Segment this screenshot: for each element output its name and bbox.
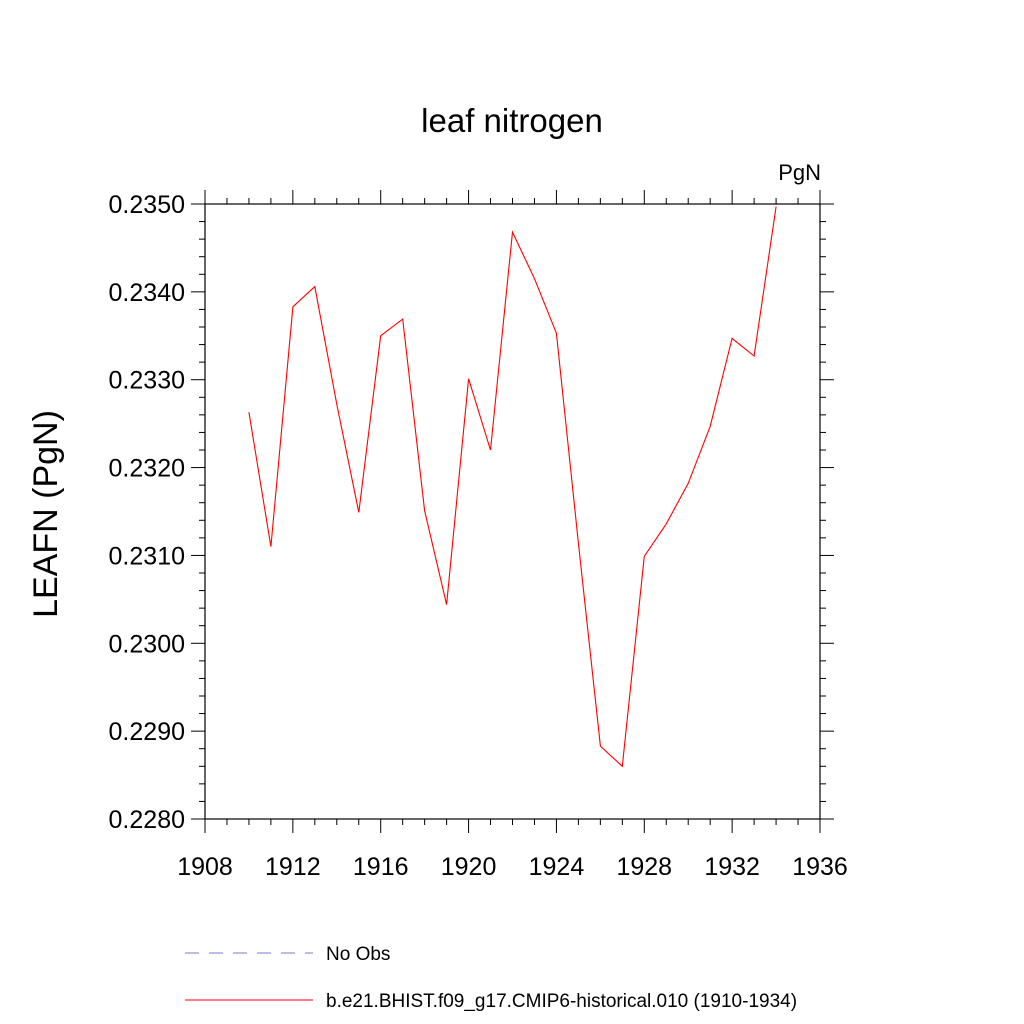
x-tick-label: 1932 (704, 853, 760, 881)
x-tick-label: 1912 (265, 853, 321, 881)
chart-title: leaf nitrogen (421, 102, 603, 139)
x-tick-label: 1920 (441, 853, 497, 881)
y-tick-label: 0.2280 (109, 806, 185, 834)
legend-label: No Obs (326, 944, 390, 965)
y-tick-label: 0.2340 (109, 279, 185, 307)
legend: No Obs b.e21.BHIST.f09_g17.CMIP6-historic… (185, 944, 797, 1012)
x-tick-label: 1916 (353, 853, 409, 881)
y-tick-label: 0.2310 (109, 542, 185, 570)
x-tick-label: 1936 (792, 853, 848, 881)
units-label: PgN (778, 160, 821, 185)
legend-label: b.e21.BHIST.f09_g17.CMIP6-historical.010… (326, 991, 797, 1012)
axis-tick-labels: 1908 1912 1916 1920 1924 1928 1932 1936 0.2280 0.… (109, 191, 848, 881)
x-tick-label: 1908 (177, 853, 233, 881)
y-axis-label: LEAFN (PgN) (27, 410, 65, 618)
y-tick-label: 0.2290 (109, 718, 185, 746)
y-tick-label: 0.2330 (109, 367, 185, 395)
series-line (248, 206, 777, 768)
y-tick-label: 0.2300 (109, 630, 185, 658)
axis-ticks (191, 190, 834, 833)
series-lines (248, 206, 777, 768)
y-tick-label: 0.2320 (109, 455, 185, 483)
y-tick-label: 0.2350 (109, 191, 185, 219)
x-tick-label: 1924 (529, 853, 585, 881)
x-tick-label: 1928 (616, 853, 672, 881)
plot-frame (204, 203, 821, 820)
